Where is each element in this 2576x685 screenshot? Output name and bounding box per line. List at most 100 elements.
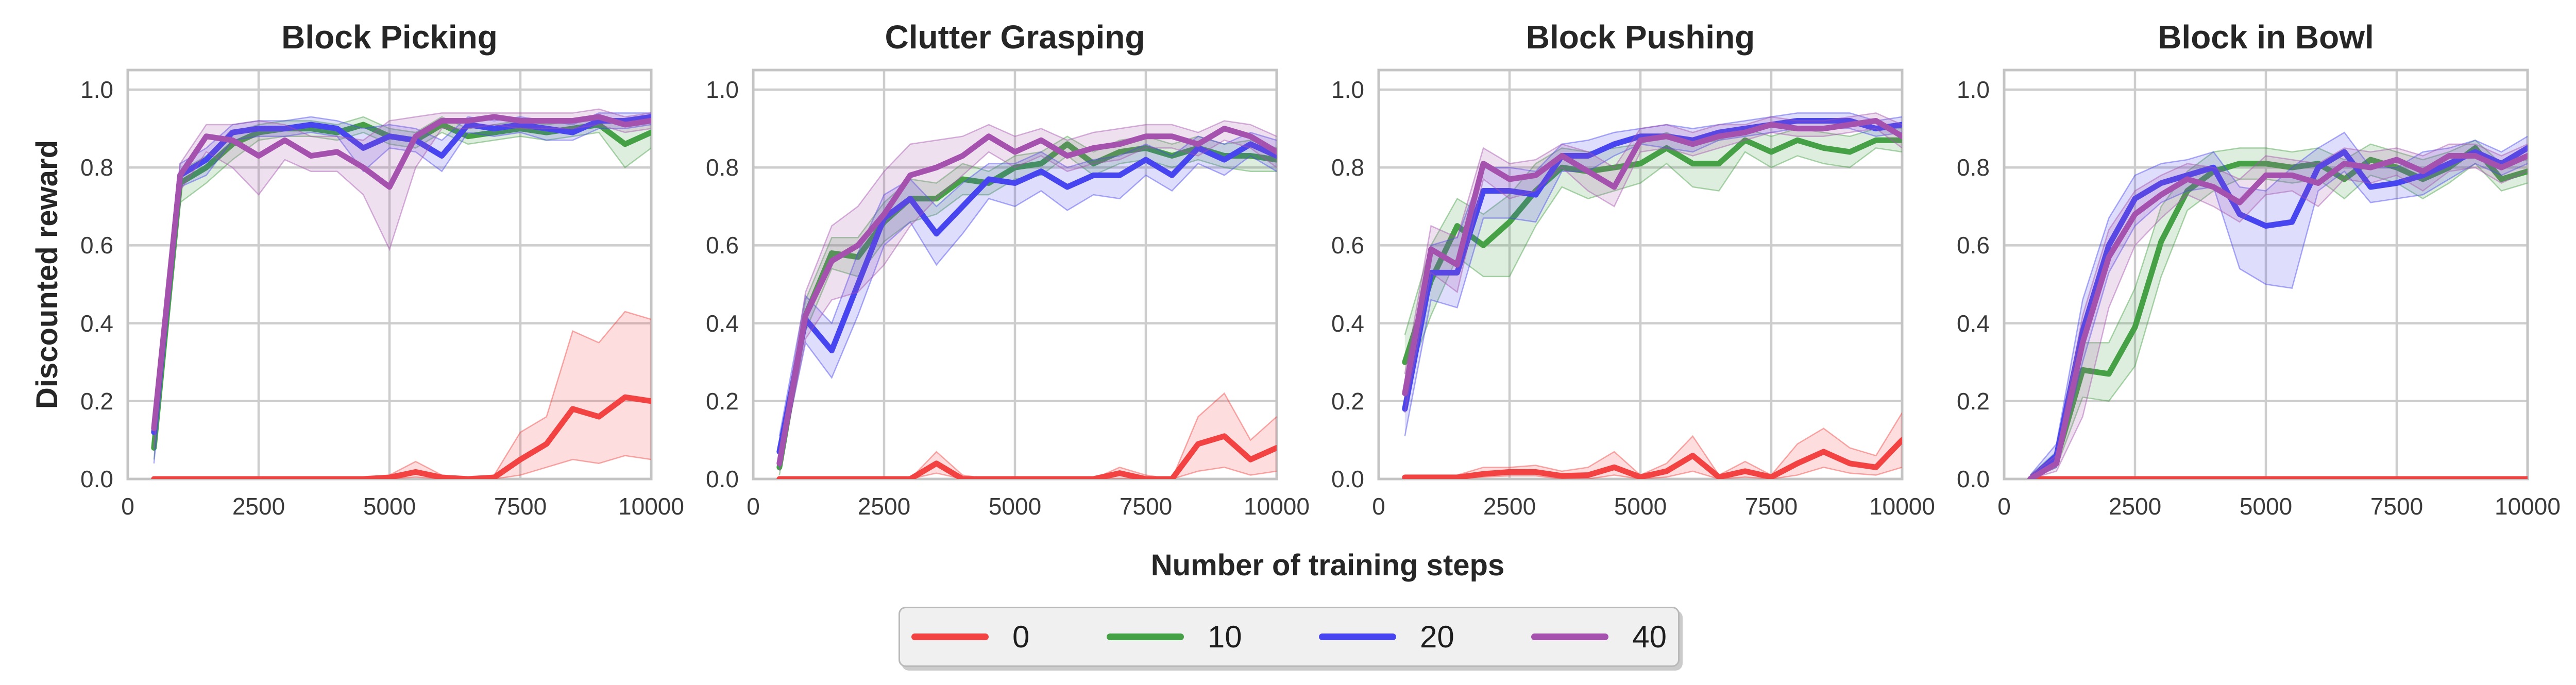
confidence-band-upper-edge — [779, 392, 1277, 479]
series-line-40 — [1402, 117, 1902, 397]
confidence-band-lower-edge — [153, 124, 651, 448]
y-tick-label: 0.0 — [1331, 466, 1364, 492]
y-tick-label: 0.8 — [1331, 154, 1364, 181]
y-tick-label: 0.8 — [706, 154, 739, 181]
confidence-band-upper-edge — [154, 311, 651, 479]
series-0 — [1402, 412, 1902, 479]
y-tick-label: 0.0 — [706, 466, 739, 492]
series-line-0 — [776, 433, 1277, 479]
x-tick-label: 10000 — [1244, 493, 1310, 520]
y-tick-label: 0.8 — [80, 154, 113, 181]
confidence-band — [2030, 132, 2528, 479]
y-tick-label: 0.4 — [1331, 310, 1364, 337]
series-10 — [2027, 139, 2528, 479]
confidence-band-lower-edge — [153, 131, 651, 460]
y-tick-label: 0.2 — [80, 387, 113, 415]
x-tick-label: 7500 — [2370, 493, 2424, 520]
confidence-band-upper-edge — [2029, 131, 2528, 476]
legend: 0 10 20 40 — [899, 607, 1680, 667]
legend-label: 40 — [1632, 619, 1667, 654]
x-tick-label: 2500 — [2108, 493, 2162, 520]
y-tick-label: 1.0 — [1331, 76, 1364, 103]
x-tick-label: 5000 — [1614, 493, 1667, 520]
confidence-band-lower-edge — [154, 455, 651, 479]
series-20 — [2027, 131, 2528, 479]
confidence-band-lower-edge — [1404, 147, 1902, 386]
x-tick-label: 0 — [121, 493, 134, 520]
y-tick-label: 0.2 — [1331, 387, 1364, 415]
confidence-band — [779, 393, 1277, 479]
x-tick-label: 7500 — [1119, 493, 1173, 520]
series-0 — [2027, 476, 2528, 479]
series-line-0 — [151, 394, 651, 479]
legend-swatch-icon — [1531, 633, 1609, 640]
confidence-band-upper-edge — [778, 120, 1277, 456]
plot-title-clutter-grasping: Clutter Grasping — [885, 19, 1145, 56]
y-tick-label: 0.2 — [706, 387, 739, 415]
x-tick-label: 0 — [1372, 493, 1385, 520]
x-tick-label: 10000 — [2495, 493, 2561, 520]
legend-label: 0 — [1012, 619, 1030, 654]
y-tick-label: 0.6 — [1957, 232, 1990, 259]
confidence-band-lower-edge — [1404, 128, 1902, 413]
y-tick-label: 0.4 — [1957, 310, 1990, 337]
confidence-band-lower-edge — [1404, 467, 1902, 479]
y-tick-label: 0.0 — [1957, 466, 1990, 492]
confidence-band — [1404, 113, 1902, 413]
x-tick-label: 2500 — [232, 493, 285, 520]
series-40 — [2027, 143, 2528, 479]
series-line-20 — [776, 141, 1277, 455]
series-line-0 — [1402, 437, 1902, 479]
legend-label: 20 — [1420, 619, 1454, 654]
subplot-block-picking — [126, 68, 653, 481]
series-line-20 — [151, 114, 651, 435]
legend-swatch-icon — [911, 633, 989, 640]
confidence-band-lower-edge — [778, 139, 1277, 472]
series-0 — [776, 392, 1277, 479]
x-tick-label: 7500 — [494, 493, 547, 520]
legend-label: 10 — [1207, 619, 1242, 654]
confidence-band-upper-edge — [2029, 139, 2528, 476]
legend-item-0: 0 — [911, 619, 1030, 654]
y-tick-label: 0.4 — [80, 310, 113, 337]
confidence-band-lower-edge — [2030, 162, 2528, 479]
x-tick-label: 0 — [747, 493, 760, 520]
series-line-20 — [2027, 145, 2528, 479]
y-tick-label: 1.0 — [706, 76, 739, 103]
y-tick-label: 0.8 — [1957, 154, 1990, 181]
series-line-10 — [1402, 137, 1902, 365]
legend-swatch-icon — [1106, 633, 1184, 640]
plot-title-block-pushing: Block Pushing — [1526, 19, 1755, 56]
x-tick-label: 10000 — [618, 493, 684, 520]
legend-swatch-icon — [1319, 633, 1397, 640]
confidence-band-upper-edge — [1404, 112, 1902, 374]
y-tick-label: 0.6 — [1331, 232, 1364, 259]
y-tick-label: 0.4 — [706, 310, 739, 337]
subplot-block-in-bowl — [2003, 68, 2529, 481]
series-line-40 — [2027, 153, 2528, 479]
plot-title-block-in-bowl: Block in Bowl — [2158, 19, 2374, 56]
plot-title-block-picking: Block Picking — [281, 19, 498, 56]
series-line-40 — [151, 114, 651, 432]
x-tick-label: 7500 — [1744, 493, 1798, 520]
x-tick-label: 10000 — [1869, 493, 1935, 520]
series-40 — [1402, 112, 1902, 413]
confidence-band — [779, 132, 1277, 468]
confidence-band-lower-edge — [2030, 166, 2528, 479]
x-axis-label: Number of training steps — [1150, 549, 1505, 582]
series-40 — [776, 120, 1277, 472]
confidence-band — [779, 136, 1277, 475]
y-tick-label: 0.6 — [80, 232, 113, 259]
confidence-band-upper-edge — [2030, 143, 2528, 476]
series-line-10 — [2027, 145, 2528, 479]
series-0 — [151, 311, 651, 479]
subplot-clutter-grasping — [752, 68, 1278, 481]
y-tick-label: 0.6 — [706, 232, 739, 259]
x-tick-label: 2500 — [1483, 493, 1536, 520]
legend-item-20: 20 — [1319, 619, 1454, 654]
confidence-band-upper-edge — [153, 108, 651, 413]
confidence-band — [779, 121, 1277, 471]
y-tick-label: 0.0 — [80, 466, 113, 492]
